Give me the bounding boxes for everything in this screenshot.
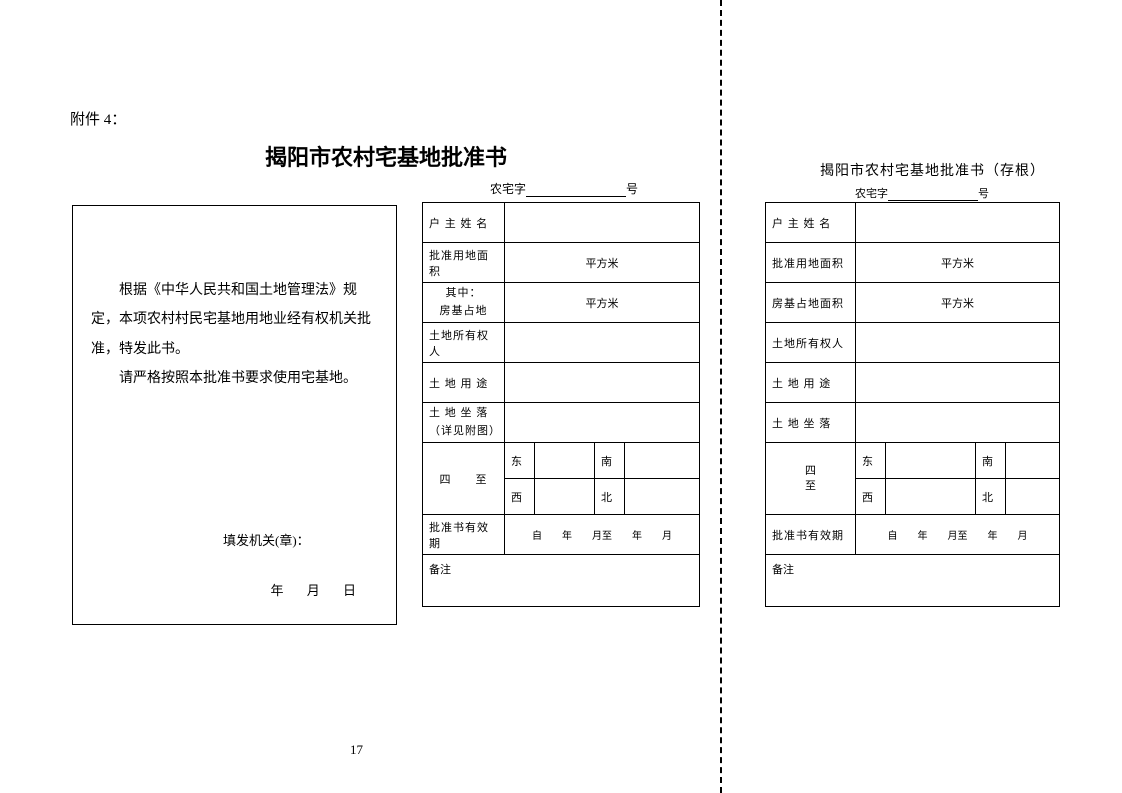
stub-approved-area-value: 平方米 bbox=[856, 243, 1060, 283]
stub-dir-west-label: 西 bbox=[856, 479, 886, 515]
row-approved-area-label: 批准用地面积 bbox=[423, 243, 505, 283]
main-title: 揭阳市农村宅基地批准书 bbox=[265, 140, 507, 172]
stub-owner-name-label: 户 主 姓 名 bbox=[766, 203, 856, 243]
doc-no-suffix: 号 bbox=[978, 188, 989, 200]
row-owner-name-value bbox=[505, 203, 700, 243]
row-land-location-label: 土 地 坐 落 （详见附图） bbox=[423, 403, 505, 443]
row-validity-label: 批准书有效期 bbox=[423, 515, 505, 555]
paragraph-1: 根据《中华人民共和国土地管理法》规定，本项农村村民宅基地用地业经有权机关批准，特… bbox=[91, 276, 378, 364]
issue-date: 年 月 日 bbox=[270, 577, 366, 604]
stub-dir-east-label: 东 bbox=[856, 443, 886, 479]
stub-approved-area-label: 批准用地面积 bbox=[766, 243, 856, 283]
dir-south-label: 南 bbox=[595, 443, 625, 479]
doc-number-middle: 农宅字 号 bbox=[490, 180, 638, 197]
doc-no-suffix: 号 bbox=[626, 182, 638, 196]
row-remarks: 备注 bbox=[423, 555, 700, 607]
dir-west-value bbox=[535, 479, 595, 515]
stub-dir-north-value bbox=[1006, 479, 1060, 515]
stub-land-location-value bbox=[856, 403, 1060, 443]
row-approved-area-value: 平方米 bbox=[505, 243, 700, 283]
row-land-location-value bbox=[505, 403, 700, 443]
stub-validity-label: 批准书有效期 bbox=[766, 515, 856, 555]
dir-east-value bbox=[535, 443, 595, 479]
stub-building-area-value: 平方米 bbox=[856, 283, 1060, 323]
stub-land-owner-value bbox=[856, 323, 1060, 363]
approval-table-stub: 户 主 姓 名 批准用地面积 平方米 房基占地面积 平方米 土地所有权人 土 地… bbox=[765, 202, 1060, 607]
row-validity-value: 自 年 月至 年 月 bbox=[505, 515, 700, 555]
dir-east-label: 东 bbox=[505, 443, 535, 479]
row-land-use-value bbox=[505, 363, 700, 403]
dir-west-label: 西 bbox=[505, 479, 535, 515]
row-land-owner-value bbox=[505, 323, 700, 363]
stub-land-use-value bbox=[856, 363, 1060, 403]
stub-validity-value: 自 年 月至 年 月 bbox=[856, 515, 1060, 555]
approval-table-middle: 户 主 姓 名 批准用地面积 平方米 其中： 房基占地 平方米 土地所有权人 土… bbox=[422, 202, 700, 607]
vertical-dashed-divider bbox=[720, 0, 722, 793]
stub-land-owner-label: 土地所有权人 bbox=[766, 323, 856, 363]
row-building-area-value: 平方米 bbox=[505, 283, 700, 323]
stub-owner-name-value bbox=[856, 203, 1060, 243]
stub-dir-north-label: 北 bbox=[976, 479, 1006, 515]
row-owner-name-label: 户 主 姓 名 bbox=[423, 203, 505, 243]
attachment-label: 附件 4： bbox=[70, 108, 126, 129]
doc-no-prefix: 农宅字 bbox=[490, 182, 526, 196]
doc-number-right: 农宅字 号 bbox=[855, 185, 989, 201]
row-boundaries-label: 四 至 bbox=[423, 443, 505, 515]
stub-building-area-label: 房基占地面积 bbox=[766, 283, 856, 323]
stub-remarks: 备注 bbox=[766, 555, 1060, 607]
doc-no-blank bbox=[888, 200, 978, 201]
paragraph-2: 请严格按照本批准书要求使用宅基地。 bbox=[91, 364, 378, 393]
stub-land-use-label: 土 地 用 途 bbox=[766, 363, 856, 403]
stub-land-location-label: 土 地 坐 落 bbox=[766, 403, 856, 443]
issuing-authority-label: 填发机关(章)： bbox=[223, 527, 310, 554]
row-land-owner-label: 土地所有权人 bbox=[423, 323, 505, 363]
stub-boundaries-label: 四 至 bbox=[766, 443, 856, 515]
stub-dir-east-value bbox=[886, 443, 976, 479]
page-container: 附件 4： 揭阳市农村宅基地批准书 根据《中华人民共和国土地管理法》规定，本项农… bbox=[0, 0, 1122, 793]
stub-dir-west-value bbox=[886, 479, 976, 515]
dir-north-label: 北 bbox=[595, 479, 625, 515]
certificate-text-box: 根据《中华人民共和国土地管理法》规定，本项农村村民宅基地用地业经有权机关批准，特… bbox=[72, 205, 397, 625]
doc-no-prefix: 农宅字 bbox=[855, 188, 888, 200]
stub-dir-south-value bbox=[1006, 443, 1060, 479]
dir-south-value bbox=[625, 443, 700, 479]
doc-no-blank bbox=[526, 196, 626, 197]
stub-dir-south-label: 南 bbox=[976, 443, 1006, 479]
dir-north-value bbox=[625, 479, 700, 515]
stub-title: 揭阳市农村宅基地批准书（存根） bbox=[820, 160, 1045, 180]
row-land-use-label: 土 地 用 途 bbox=[423, 363, 505, 403]
page-number: 17 bbox=[350, 742, 363, 758]
row-building-area-label: 其中： 房基占地 bbox=[423, 283, 505, 323]
